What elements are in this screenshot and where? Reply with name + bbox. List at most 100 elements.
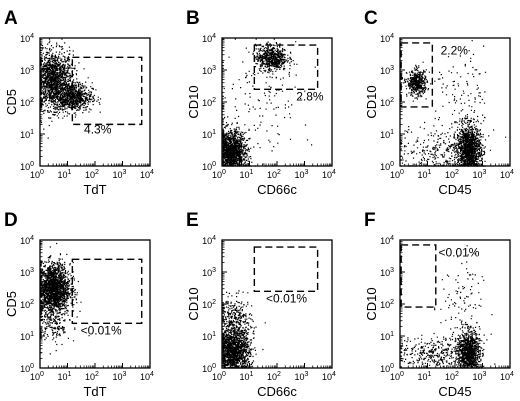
event-population-1 — [401, 61, 436, 102]
event-population-1 — [450, 304, 488, 369]
y-tick-label: 100 — [202, 363, 216, 374]
x-tick-label: 103 — [473, 371, 487, 382]
y-tick-label: 101 — [20, 129, 34, 140]
event-population-2 — [400, 332, 496, 369]
y-tick-label: 104 — [20, 235, 34, 246]
x-tick-label: 104 — [140, 371, 154, 382]
panel-b: B 100 101 102 103 104 100 101 102 103 104 CD66c CD10… — [186, 8, 336, 197]
y-tick-label: 104 — [202, 235, 216, 246]
y-tick-label: 104 — [380, 235, 394, 246]
x-tick-label: 103 — [473, 169, 487, 180]
y-tick-label: 103 — [20, 267, 34, 278]
x-tick-label: 100 — [212, 371, 226, 382]
x-axis-label: CD45 — [438, 182, 471, 197]
event-population-3 — [400, 119, 494, 167]
gate-rectangle — [400, 244, 437, 308]
x-tick-label: 103 — [295, 169, 309, 180]
x-tick-label: 102 — [267, 371, 281, 382]
x-tick-label: 103 — [295, 371, 309, 382]
gate-rectangle — [253, 44, 319, 90]
x-tick-label: 103 — [113, 169, 127, 180]
gate-rectangle — [71, 258, 143, 324]
y-tick-label: 101 — [380, 331, 394, 342]
gate-percentage-label: 4.3% — [84, 122, 112, 136]
x-tick-label: 100 — [390, 169, 404, 180]
x-axis-label: TdT — [83, 182, 106, 197]
panel-label: C — [364, 8, 378, 29]
event-population-3 — [434, 245, 493, 356]
y-tick-label: 104 — [20, 33, 34, 44]
y-tick-label: 101 — [20, 331, 34, 342]
x-tick-label: 101 — [418, 371, 432, 382]
y-tick-label: 101 — [202, 129, 216, 140]
y-tick-label: 104 — [380, 33, 394, 44]
event-population-1 — [40, 242, 82, 330]
x-tick-label: 102 — [267, 169, 281, 180]
y-axis-label: CD10 — [186, 85, 201, 118]
event-population-2 — [40, 77, 102, 119]
x-tick-label: 102 — [445, 169, 459, 180]
panel-d: D 100 101 102 103 104 100 101 102 103 104 TdT CD5 <0.… — [4, 210, 154, 399]
gate-rectangle — [71, 56, 143, 126]
gate-percentage-label: 2.2% — [441, 44, 469, 58]
x-tick-label: 101 — [58, 169, 72, 180]
event-population-2 — [449, 95, 491, 167]
y-tick-label: 104 — [202, 33, 216, 44]
x-tick-label: 101 — [58, 371, 72, 382]
event-population-1 — [40, 38, 85, 139]
gate-rectangle — [400, 42, 434, 108]
panel-e: E 100 101 102 103 104 100 101 102 103 104 CD66c CD10… — [186, 210, 336, 399]
x-tick-label: 100 — [212, 169, 226, 180]
x-axis-label: CD45 — [438, 384, 471, 399]
x-tick-label: 103 — [113, 371, 127, 382]
y-tick-label: 103 — [202, 267, 216, 278]
panel-label: A — [4, 8, 18, 29]
y-tick-label: 102 — [380, 97, 394, 108]
y-axis-label: CD5 — [4, 291, 19, 317]
y-tick-label: 100 — [20, 161, 34, 172]
x-tick-label: 100 — [30, 169, 44, 180]
gate-percentage-label: 2.8% — [296, 89, 324, 103]
x-tick-label: 101 — [418, 169, 432, 180]
gate-rectangle — [253, 246, 319, 292]
event-population-2 — [222, 116, 265, 167]
y-tick-label: 100 — [380, 363, 394, 374]
x-tick-label: 104 — [500, 169, 514, 180]
x-tick-label: 104 — [322, 169, 336, 180]
y-tick-label: 102 — [202, 97, 216, 108]
panel-c: C 100 101 102 103 104 100 101 102 103 104 CD45 CD10 2… — [364, 8, 514, 197]
panel-f: F 100 101 102 103 104 100 101 102 103 104 CD45 CD10 <… — [364, 210, 514, 399]
panel-label: D — [4, 210, 18, 231]
y-tick-label: 100 — [202, 161, 216, 172]
y-axis-label: CD10 — [186, 287, 201, 320]
x-tick-label: 102 — [85, 371, 99, 382]
panel-label: F — [364, 210, 376, 231]
event-population-2 — [222, 290, 266, 363]
y-tick-label: 103 — [202, 65, 216, 76]
y-axis-label: CD10 — [364, 287, 379, 320]
gate-percentage-label: <0.01% — [81, 323, 122, 337]
x-tick-label: 102 — [85, 169, 99, 180]
x-tick-label: 100 — [390, 371, 404, 382]
y-tick-label: 100 — [380, 161, 394, 172]
gate-percentage-label: <0.01% — [438, 246, 479, 260]
event-population-1 — [248, 38, 298, 79]
panel-label: B — [186, 8, 200, 29]
y-tick-label: 102 — [20, 299, 34, 310]
event-population-1 — [222, 315, 264, 369]
y-tick-label: 102 — [380, 299, 394, 310]
gate-percentage-label: <0.01% — [266, 291, 307, 305]
x-tick-label: 104 — [322, 371, 336, 382]
y-tick-label: 101 — [380, 129, 394, 140]
y-tick-label: 100 — [20, 363, 34, 374]
y-tick-label: 102 — [20, 97, 34, 108]
x-axis-label: CD66c — [257, 384, 297, 399]
panel-a: A 100 101 102 103 104 100 101 102 103 104 TdT CD5 4.3… — [4, 8, 154, 197]
x-tick-label: 104 — [500, 371, 514, 382]
y-tick-label: 102 — [202, 299, 216, 310]
x-tick-label: 100 — [30, 371, 44, 382]
x-axis-label: TdT — [83, 384, 106, 399]
x-axis-label: CD66c — [257, 182, 297, 197]
y-axis-label: CD5 — [4, 89, 19, 115]
